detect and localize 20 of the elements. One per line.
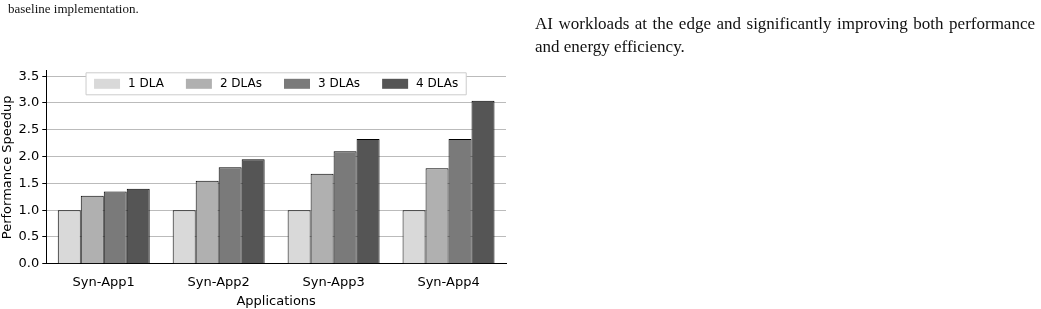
y-tick-label: 3.0 (18, 94, 40, 110)
y-tick-label: 0.5 (18, 228, 40, 244)
y-tick-label: 1.0 (18, 201, 40, 217)
y-tick-label: 3.5 (18, 67, 40, 83)
x-tick-label: Syn-App3 (302, 273, 365, 289)
x-tick-label: Syn-App4 (417, 273, 480, 289)
legend-label: 4 DLAs (416, 76, 459, 91)
text: baseline implementation. (8, 1, 139, 17)
y-axis-title: Performance Speedup (0, 95, 15, 240)
y-tick-label: 2.5 (18, 121, 40, 137)
x-tick-label: Syn-App1 (72, 273, 135, 289)
y-tick-label: 2.0 (18, 147, 40, 163)
legend-label: 1 DLA (128, 76, 165, 91)
text: AI workloads at the edge and significantly improving both performance and energy efficiency. (535, 13, 1035, 58)
y-tick-label: 0.0 (18, 255, 40, 271)
legend-label: 3 DLAs (318, 76, 361, 91)
x-axis-title: Applications (236, 292, 317, 308)
legend-label: 2 DLAs (219, 76, 263, 91)
x-tick-label: Syn-App2 (187, 273, 250, 289)
y-tick-label: 1.5 (18, 174, 40, 190)
